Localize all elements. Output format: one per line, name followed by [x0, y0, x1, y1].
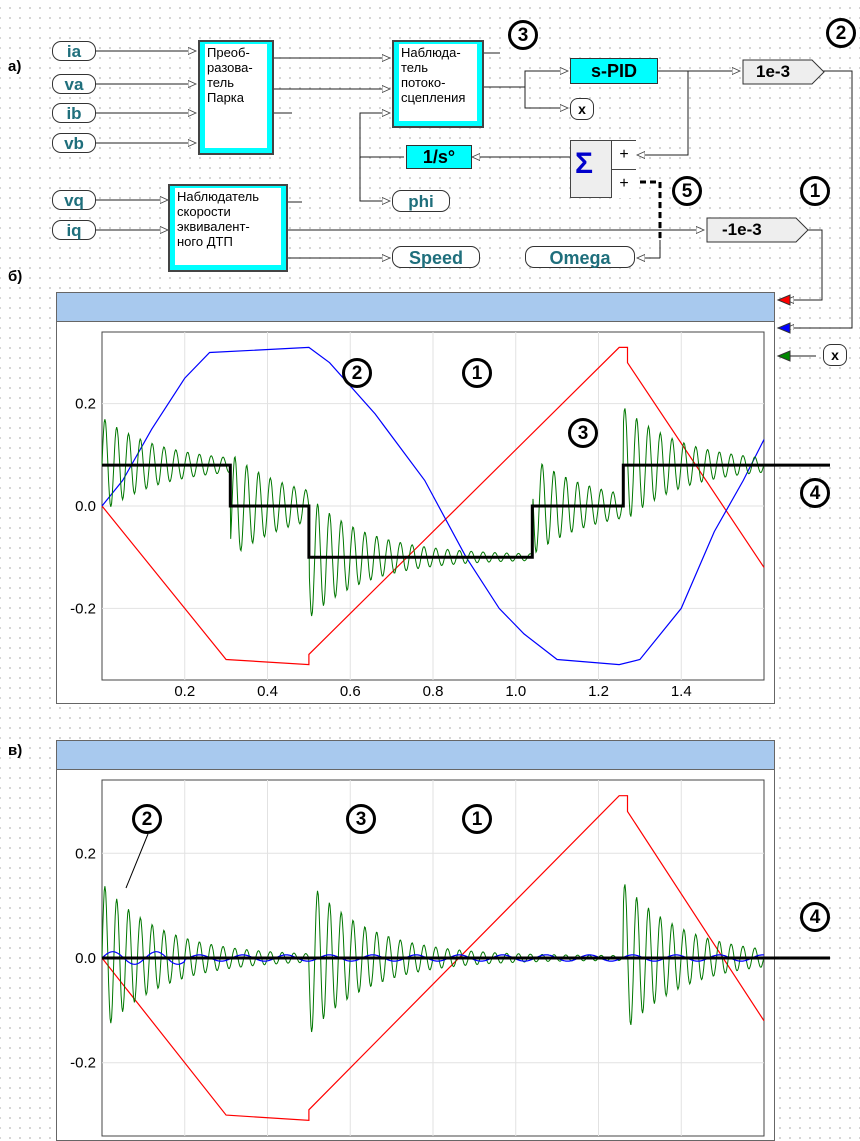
- chart-c-x-tick-label: 0.4: [257, 1139, 278, 1141]
- chart-b-x-tick-label: 0.6: [340, 683, 361, 700]
- panel-b-header: [57, 293, 774, 322]
- chart-c-y-tick-label: 0.2: [75, 845, 96, 862]
- chart-c-x-tick-label: 0.2: [174, 1139, 195, 1141]
- chart-b-x-tick-label: 1.4: [671, 683, 692, 700]
- integrator-block[interactable]: 1/s°: [406, 145, 472, 169]
- chart-b: 0.2 0.4 0.6 0.8 1.0 1.2 1.4 0.2 0.0 -0.2: [70, 331, 830, 700]
- chart-c-x-tick-label: 1.2: [588, 1139, 609, 1141]
- gain-pos-block[interactable]: 1e-3: [756, 62, 791, 81]
- marker-5-diagram: 5: [672, 176, 702, 206]
- input-va[interactable]: va: [52, 74, 96, 94]
- chart-c-x-tick-label: 1.0: [505, 1139, 526, 1141]
- chart-c-x-tick-label: 0.8: [423, 1139, 444, 1141]
- marker-1-chart-b: 1: [462, 358, 492, 388]
- sum-block[interactable]: Σ + +: [570, 140, 636, 198]
- chart-b-series-black: [102, 463, 830, 559]
- gain-pos-shape: [742, 59, 825, 85]
- panel-c-header: [57, 741, 774, 770]
- marker-2-diagram: 2: [826, 18, 856, 48]
- input-ia[interactable]: ia: [52, 41, 96, 61]
- chart-b-y-tick-label: 0.0: [75, 498, 96, 515]
- chart-b-y-tick-label: -0.2: [70, 600, 96, 617]
- sum-symbol: Σ: [575, 147, 594, 180]
- section-label-c: в): [8, 742, 23, 759]
- chart-b-x-tick-label: 1.0: [505, 683, 526, 700]
- chart-c-x-tick-label: 0.6: [340, 1139, 361, 1141]
- marker-3-diagram: 3: [508, 20, 538, 50]
- gain-neg-shape: [706, 217, 809, 243]
- sum-input-plus-2: +: [611, 170, 636, 198]
- chart-b-x-tick-label: 0.2: [174, 683, 195, 700]
- input-vb[interactable]: vb: [52, 133, 96, 153]
- marker-3-chart-c: 3: [346, 804, 376, 834]
- chart-c-y-tick-label: -0.2: [70, 1055, 96, 1072]
- chart-c-series-red: [101, 795, 765, 1121]
- section-label-b: б): [8, 268, 23, 285]
- chart-c-y-tick-label: 0.0: [75, 950, 96, 967]
- speed-observer-label: Наблюдатель скорости эквивалент- ного ДТ…: [175, 188, 281, 265]
- input-vq[interactable]: vq: [52, 190, 96, 210]
- marker-4-chart-b: 4: [800, 478, 830, 508]
- input-ib[interactable]: ib: [52, 103, 96, 123]
- gain-neg-block[interactable]: -1e-3: [722, 220, 762, 239]
- park-transformer-label: Преоб- разова- тель Парка: [205, 44, 267, 148]
- chart-c: 0.2 0.4 0.6 0.8 1.0 1.2 1.4 0.2 0.0 -0.2: [70, 779, 830, 1141]
- marker-1-chart-c: 1: [462, 804, 492, 834]
- chart-b-x-tick-label: 0.8: [423, 683, 444, 700]
- chart-b-x-tick-label: 0.4: [257, 683, 278, 700]
- flux-observer-block[interactable]: Наблюда- тель потоко- сцепления: [392, 40, 484, 128]
- output-x[interactable]: x: [570, 98, 594, 120]
- marker-2-chart-c: 2: [132, 804, 162, 834]
- speed-observer-block[interactable]: Наблюдатель скорости эквивалент- ного ДТ…: [168, 184, 288, 272]
- output-omega[interactable]: Omega: [525, 246, 635, 268]
- scope-input-arrows: [776, 294, 816, 362]
- marker-4-chart-c: 4: [800, 902, 830, 932]
- diagram-wires: [96, 0, 853, 330]
- output-speed[interactable]: Speed: [392, 246, 480, 268]
- park-transformer-block[interactable]: Преоб- разова- тель Парка: [198, 40, 274, 155]
- section-label-a: а): [8, 58, 22, 75]
- chart-c-x-tick-label: 1.4: [671, 1139, 692, 1141]
- flux-observer-label: Наблюда- тель потоко- сцепления: [399, 44, 477, 121]
- chart-b-series-red: [101, 346, 765, 666]
- marker-2-chart-b: 2: [342, 358, 372, 388]
- spid-block[interactable]: s-PID: [570, 58, 658, 84]
- marker-1-diagram: 1: [800, 176, 830, 206]
- marker-3-chart-b: 3: [568, 418, 598, 448]
- chart-b-x-tick-label: 1.2: [588, 683, 609, 700]
- output-phi[interactable]: phi: [392, 190, 450, 212]
- chart-b-y-tick-label: 0.2: [75, 396, 96, 413]
- sum-input-plus-1: +: [611, 141, 636, 170]
- input-iq[interactable]: iq: [52, 220, 96, 240]
- output-x-right[interactable]: x: [823, 344, 847, 366]
- marker-2-leader-line: [125, 833, 149, 889]
